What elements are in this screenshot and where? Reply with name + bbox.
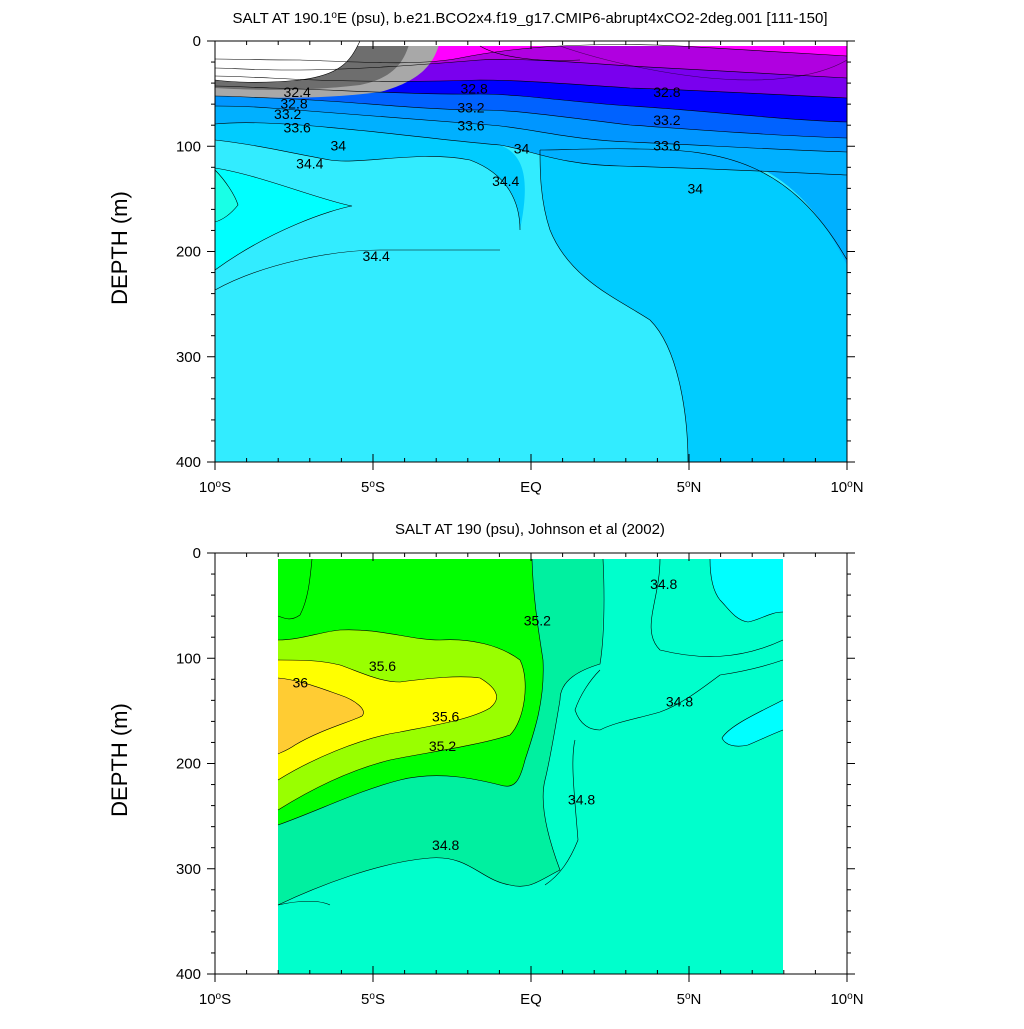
top-contour-label: 34.4 — [492, 173, 519, 189]
bottom-ytick-label: 400 — [176, 966, 201, 983]
top-contour-labels: 32.432.833.233.632.833.233.632.833.233.6… — [274, 81, 703, 264]
top-contour-label: 33.6 — [457, 117, 484, 133]
top-fill-west-aqua — [215, 170, 238, 222]
top-contour-plot: 32.432.833.233.632.833.233.632.833.233.6… — [214, 40, 848, 463]
top-panel: SALT AT 190.1oE (psu), b.e21.BCO2x4.f19_… — [107, 10, 864, 497]
top-xtick-label: 10oS — [199, 479, 231, 497]
bottom-ylabel: DEPTH (m) — [107, 703, 132, 817]
bottom-contour-label: 35.2 — [524, 613, 551, 629]
top-fill-west-cyan — [215, 168, 352, 270]
bottom-fill-east-cyan-low — [722, 700, 783, 747]
top-contour-label: 34.4 — [363, 248, 390, 264]
top-title: SALT AT 190.1oE (psu), b.e21.BCO2x4.f19_… — [232, 10, 827, 28]
top-contour-label: 34 — [330, 137, 346, 153]
bottom-ytick-label: 100 — [176, 650, 201, 667]
top-contour-label: 32.4 — [284, 84, 311, 100]
top-contour-label: 33.2 — [653, 112, 680, 128]
top-contour-label: 32.8 — [280, 95, 307, 111]
bottom-axes: 10oS 5oS EQ 5oN 10oN 0 100 200 300 400 — [176, 545, 864, 1008]
bottom-fill-east-mint — [575, 559, 783, 730]
bottom-contour-label: 35.2 — [429, 738, 456, 754]
top-fill-east-deep — [540, 148, 847, 462]
bottom-xtick-label: EQ — [520, 991, 542, 1008]
bottom-title: SALT AT 190 (psu), Johnson et al (2002) — [395, 521, 665, 538]
bottom-contour-plot: 35.6 36 35.6 35.2 35.2 34.8 34.8 34.8 34.8 — [215, 553, 847, 974]
top-contour-label: 33.6 — [284, 120, 311, 136]
top-ytick-label: 200 — [176, 244, 201, 261]
bottom-xtick-label: 10oS — [199, 991, 231, 1009]
bottom-contour-label: 34.8 — [568, 792, 595, 808]
bottom-fill-top-left — [278, 559, 312, 619]
top-ylabel: DEPTH (m) — [107, 191, 132, 305]
top-ytick-label: 400 — [176, 454, 201, 471]
top-contour-label: 34 — [514, 141, 530, 157]
top-contour-label: 33.6 — [653, 137, 680, 153]
top-contour-lines — [214, 40, 848, 463]
bottom-ytick-label: 300 — [176, 861, 201, 878]
bottom-contour-label: 35.6 — [369, 658, 396, 674]
top-fill-34-band — [215, 114, 525, 230]
bottom-xtick-label: 5oN — [677, 991, 702, 1009]
top-xtick-label: 5oN — [677, 479, 702, 497]
bottom-contour-label: 34.8 — [666, 694, 693, 710]
top-contour-label: 33.2 — [457, 100, 484, 116]
top-contour-label: 33.2 — [274, 106, 301, 122]
top-ytick-label: 300 — [176, 349, 201, 366]
bottom-contour-label: 36 — [293, 675, 309, 691]
top-contour-label: 34 — [688, 181, 704, 197]
top-fill-white — [215, 41, 360, 83]
bottom-fill-36 — [278, 660, 497, 780]
bottom-fill-east-cyan — [710, 559, 783, 622]
bottom-fill-36-plus — [278, 678, 364, 754]
bottom-xtick-label: 5oS — [361, 991, 385, 1009]
bottom-contour-label: 34.8 — [650, 576, 677, 592]
bottom-contour-label: 34.8 — [432, 837, 459, 853]
bottom-ytick-label: 200 — [176, 756, 201, 773]
top-contour-label: 32.8 — [460, 81, 487, 97]
top-xtick-label: EQ — [520, 479, 542, 496]
top-xtick-label: 5oS — [361, 479, 385, 497]
bottom-contour-labels: 35.6 36 35.6 35.2 35.2 34.8 34.8 34.8 34.8 — [293, 576, 694, 853]
top-xtick-label: 10oN — [830, 479, 863, 497]
top-contour-label: 32.8 — [653, 84, 680, 100]
top-ytick-label: 0 — [193, 33, 201, 50]
bottom-ytick-label: 0 — [193, 545, 201, 562]
bottom-contour-lines — [277, 558, 784, 906]
top-ytick-label: 100 — [176, 138, 201, 155]
bottom-contour-label: 35.6 — [432, 708, 459, 724]
top-axes: 10oS 5oS EQ 5oN 10oN 0 100 200 300 400 — [176, 33, 864, 496]
top-contour-label: 34.4 — [296, 155, 323, 171]
bottom-xtick-label: 10oN — [830, 991, 863, 1009]
bottom-panel: SALT AT 190 (psu), Johnson et al (2002) — [107, 521, 864, 1008]
